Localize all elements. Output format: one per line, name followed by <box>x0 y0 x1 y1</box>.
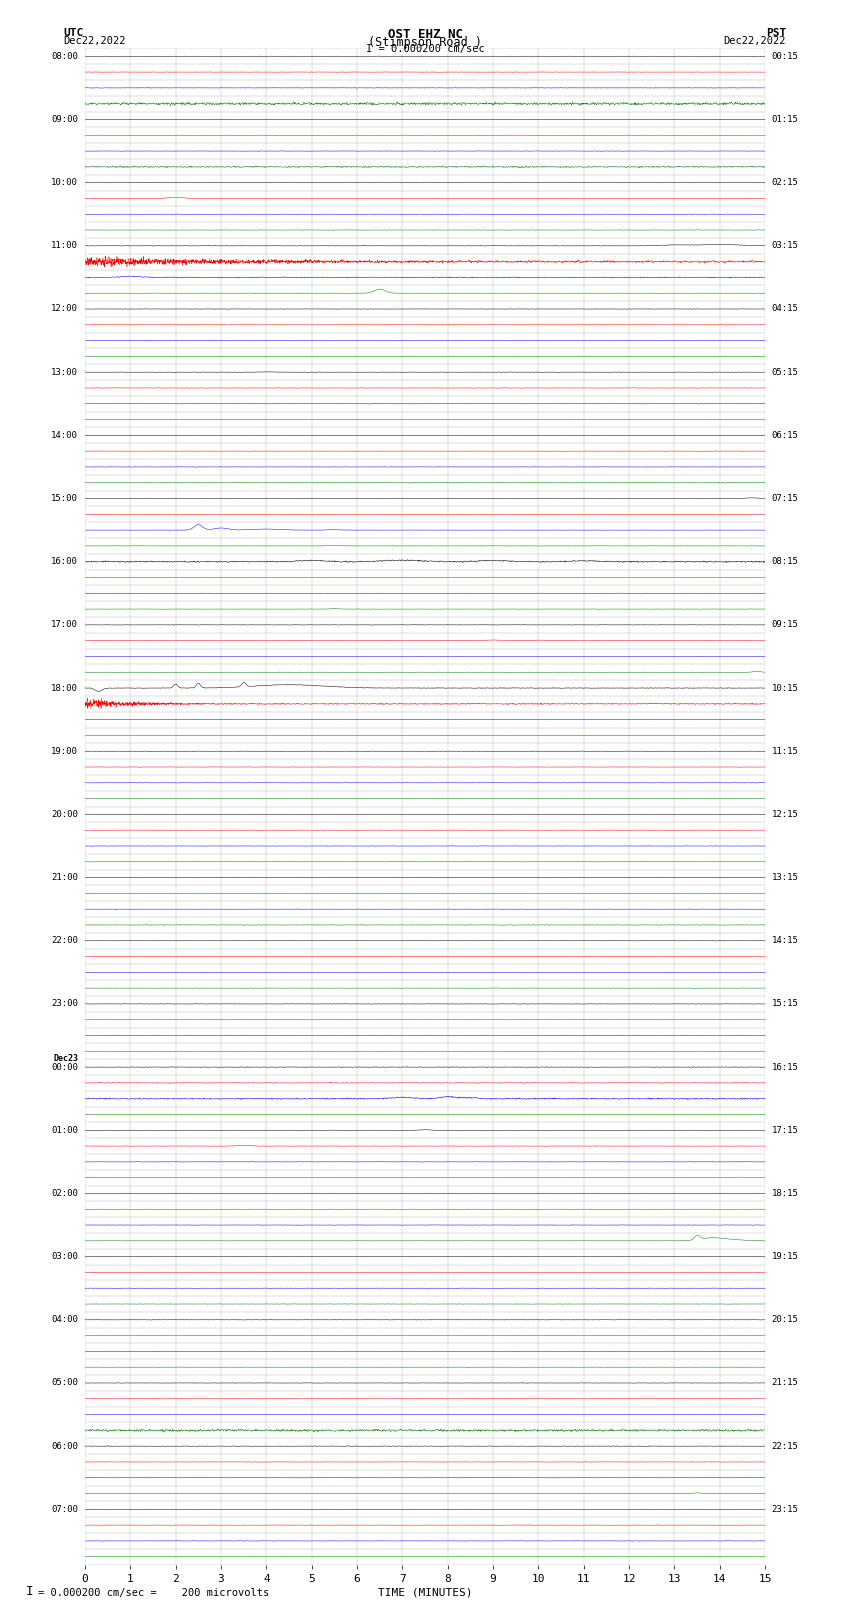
Text: I: I <box>26 1586 33 1598</box>
Text: 09:15: 09:15 <box>772 621 799 629</box>
Text: 02:00: 02:00 <box>51 1189 78 1198</box>
Text: 00:15: 00:15 <box>772 52 799 61</box>
Text: 21:15: 21:15 <box>772 1379 799 1387</box>
Text: 14:00: 14:00 <box>51 431 78 440</box>
Text: 05:15: 05:15 <box>772 368 799 377</box>
Text: 00:00: 00:00 <box>51 1063 78 1071</box>
Text: 16:15: 16:15 <box>772 1063 799 1071</box>
Text: 23:00: 23:00 <box>51 1000 78 1008</box>
Text: 06:00: 06:00 <box>51 1442 78 1450</box>
Text: 13:15: 13:15 <box>772 873 799 882</box>
Text: 07:15: 07:15 <box>772 494 799 503</box>
Text: = 0.000200 cm/sec =    200 microvolts: = 0.000200 cm/sec = 200 microvolts <box>38 1589 269 1598</box>
Text: 16:00: 16:00 <box>51 556 78 566</box>
Text: Dec22,2022: Dec22,2022 <box>723 37 786 47</box>
Text: 03:15: 03:15 <box>772 242 799 250</box>
Text: 09:00: 09:00 <box>51 115 78 124</box>
Text: 17:00: 17:00 <box>51 621 78 629</box>
Text: 13:00: 13:00 <box>51 368 78 377</box>
Text: 20:00: 20:00 <box>51 810 78 819</box>
Text: 21:00: 21:00 <box>51 873 78 882</box>
Text: 19:00: 19:00 <box>51 747 78 756</box>
Text: 11:00: 11:00 <box>51 242 78 250</box>
Text: 03:00: 03:00 <box>51 1252 78 1261</box>
Text: 06:15: 06:15 <box>772 431 799 440</box>
Text: 08:15: 08:15 <box>772 556 799 566</box>
Text: 10:15: 10:15 <box>772 684 799 692</box>
Text: OST EHZ NC: OST EHZ NC <box>388 29 462 42</box>
Text: 01:00: 01:00 <box>51 1126 78 1136</box>
Text: (Stimpson Road ): (Stimpson Road ) <box>368 37 482 50</box>
Text: 14:15: 14:15 <box>772 936 799 945</box>
Text: 19:15: 19:15 <box>772 1252 799 1261</box>
Text: 07:00: 07:00 <box>51 1505 78 1515</box>
Text: 20:15: 20:15 <box>772 1315 799 1324</box>
Text: I = 0.000200 cm/sec: I = 0.000200 cm/sec <box>366 44 484 53</box>
X-axis label: TIME (MINUTES): TIME (MINUTES) <box>377 1587 473 1598</box>
Text: UTC: UTC <box>64 29 84 39</box>
Text: 05:00: 05:00 <box>51 1379 78 1387</box>
Text: 11:15: 11:15 <box>772 747 799 756</box>
Text: 15:15: 15:15 <box>772 1000 799 1008</box>
Text: 04:00: 04:00 <box>51 1315 78 1324</box>
Text: PST: PST <box>766 29 786 39</box>
Text: 01:15: 01:15 <box>772 115 799 124</box>
Text: Dec23: Dec23 <box>54 1053 78 1063</box>
Text: 10:00: 10:00 <box>51 177 78 187</box>
Text: 12:15: 12:15 <box>772 810 799 819</box>
Text: 08:00: 08:00 <box>51 52 78 61</box>
Text: 12:00: 12:00 <box>51 305 78 313</box>
Text: 22:15: 22:15 <box>772 1442 799 1450</box>
Text: 18:00: 18:00 <box>51 684 78 692</box>
Text: 18:15: 18:15 <box>772 1189 799 1198</box>
Text: 04:15: 04:15 <box>772 305 799 313</box>
Text: Dec22,2022: Dec22,2022 <box>64 37 127 47</box>
Text: 23:15: 23:15 <box>772 1505 799 1515</box>
Text: 02:15: 02:15 <box>772 177 799 187</box>
Text: 22:00: 22:00 <box>51 936 78 945</box>
Text: 17:15: 17:15 <box>772 1126 799 1136</box>
Text: 15:00: 15:00 <box>51 494 78 503</box>
